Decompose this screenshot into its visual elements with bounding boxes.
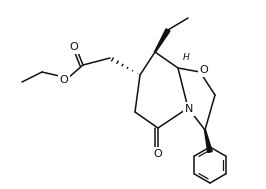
Polygon shape [205,130,212,153]
Text: O: O [60,75,68,85]
Text: O: O [70,42,78,52]
Polygon shape [155,29,170,52]
Text: O: O [154,149,162,159]
Text: N: N [185,104,193,114]
Text: O: O [200,65,208,75]
Text: H: H [183,53,189,63]
